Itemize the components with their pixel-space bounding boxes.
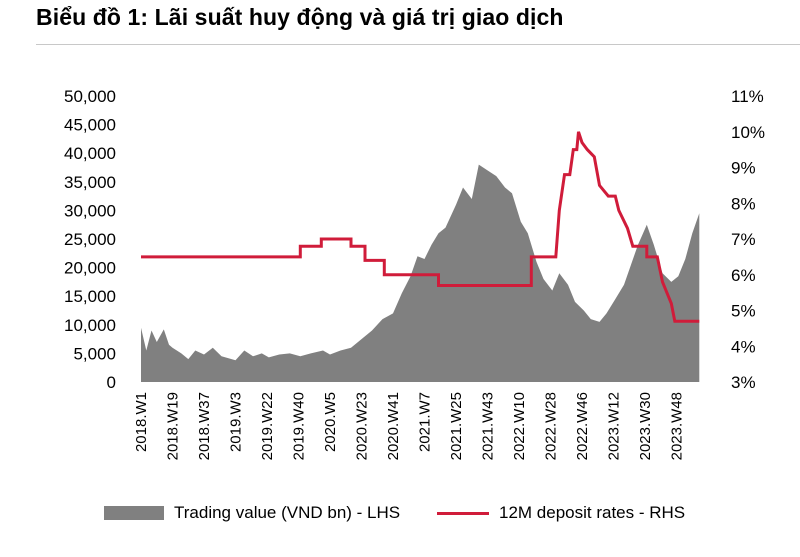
left-tick-label: 25,000	[64, 230, 116, 249]
legend-item-deposit-rate: 12M deposit rates - RHS	[437, 503, 685, 523]
x-tick-label: 2021.W25	[448, 392, 465, 460]
x-tick-label: 2023.W12	[606, 392, 623, 460]
left-tick-label: 5,000	[73, 344, 116, 363]
x-tick-label: 2018.W1	[133, 392, 150, 452]
left-tick-label: 10,000	[64, 316, 116, 335]
x-tick-label: 2019.W22	[259, 392, 276, 460]
right-tick-label: 5%	[731, 302, 756, 321]
x-tick-label: 2018.W37	[196, 392, 213, 460]
deposit-rate-line	[141, 131, 700, 323]
x-tick-label: 2019.W40	[291, 392, 308, 460]
chart-title: Biểu đồ 1: Lãi suất huy động và giá trị …	[36, 4, 564, 30]
x-tick-label: 2020.W23	[354, 392, 371, 460]
x-tick-label: 2023.W30	[637, 392, 654, 460]
x-tick-label: 2022.W28	[543, 392, 560, 460]
right-tick-label: 3%	[731, 373, 756, 392]
right-tick-label: 10%	[731, 123, 765, 142]
x-tick-label: 2018.W19	[165, 392, 182, 460]
x-tick-label: 2021.W43	[480, 392, 497, 460]
right-tick-label: 7%	[731, 230, 756, 249]
right-tick-label: 6%	[731, 266, 756, 285]
x-axis-ticks: 2018.W1 2018.W19 2018.W37 2019.W3 2019.W22 20…	[133, 392, 686, 460]
x-tick-label: 2020.W5	[322, 392, 339, 452]
title-divider	[36, 44, 800, 45]
right-axis-ticks: 3% 4% 5% 6% 7% 8% 9% 10% 11%	[731, 87, 765, 392]
legend-label-deposit-rate: 12M deposit rates - RHS	[499, 503, 686, 522]
left-tick-label: 30,000	[64, 201, 116, 220]
legend-label-trading-value: Trading value (VND bn) - LHS	[174, 503, 401, 522]
left-tick-label: 20,000	[64, 259, 116, 278]
x-tick-label: 2023.W48	[669, 392, 686, 460]
legend-swatch-line	[437, 511, 489, 515]
x-tick-label: 2019.W3	[228, 392, 245, 452]
x-tick-label: 2021.W7	[417, 392, 434, 452]
right-tick-label: 8%	[731, 194, 756, 213]
left-axis-ticks: 0 5,000 10,000 15,000 20,000 25,000 30,000 35,0…	[64, 87, 116, 392]
left-tick-label: 15,000	[64, 287, 116, 306]
deposit-rate-line-layer	[141, 131, 700, 323]
left-tick-label: 45,000	[64, 116, 116, 135]
left-tick-label: 40,000	[64, 144, 116, 163]
right-tick-label: 9%	[731, 159, 756, 178]
legend-item-trading-value: Trading value (VND bn) - LHS	[104, 503, 400, 523]
left-tick-label: 0	[107, 373, 116, 392]
left-tick-label: 35,000	[64, 173, 116, 192]
x-tick-label: 2020.W41	[385, 392, 402, 460]
x-tick-label: 2022.W46	[574, 392, 591, 460]
left-tick-label: 50,000	[64, 87, 116, 106]
right-tick-label: 11%	[731, 87, 764, 106]
legend-swatch-area	[104, 506, 164, 520]
x-tick-label: 2022.W10	[511, 392, 528, 460]
right-tick-label: 4%	[731, 337, 756, 356]
